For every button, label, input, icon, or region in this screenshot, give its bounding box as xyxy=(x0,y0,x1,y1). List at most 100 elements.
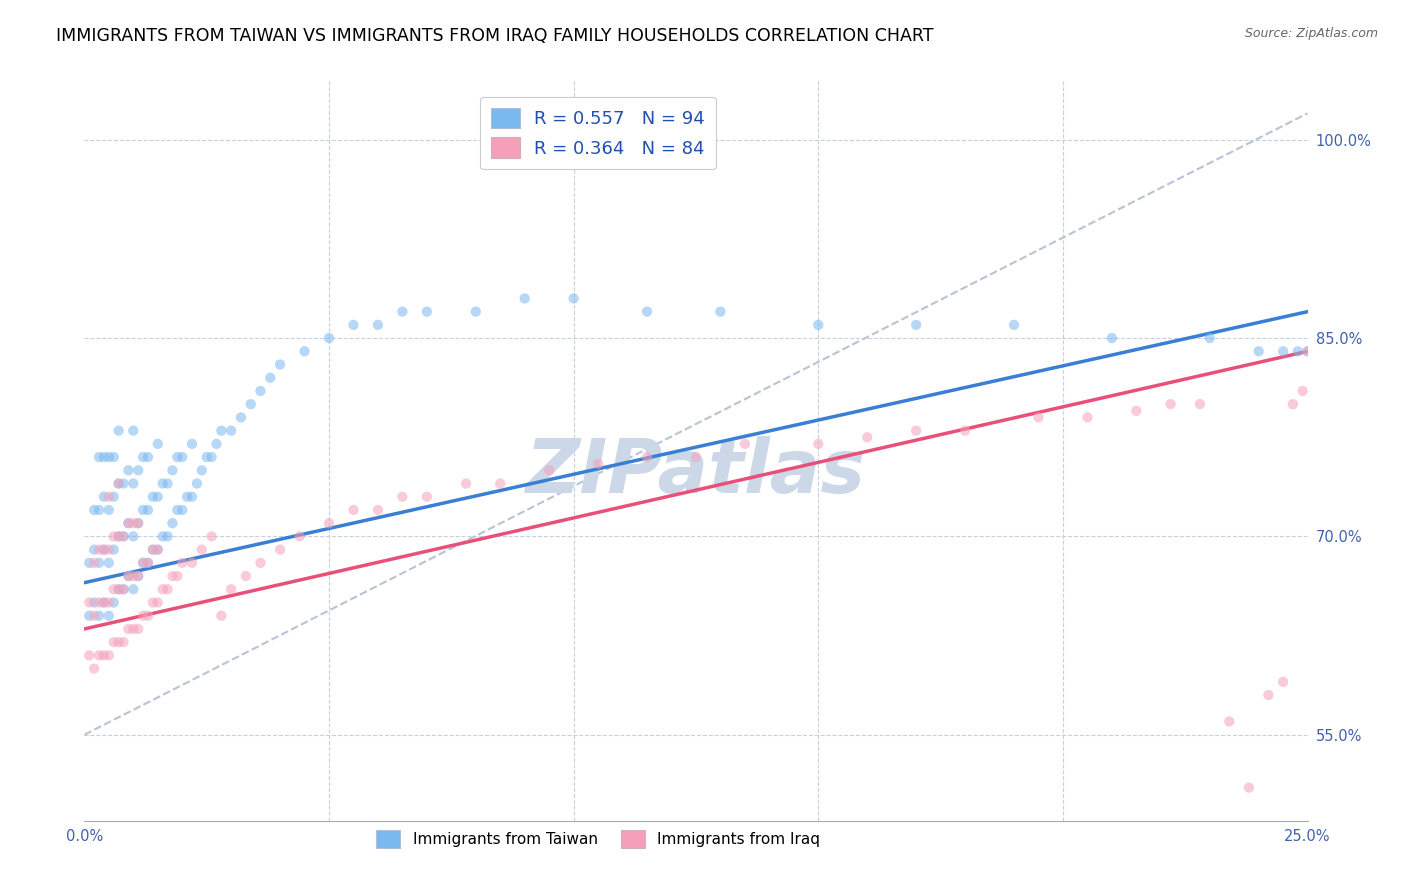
Point xyxy=(122,529,145,543)
Point xyxy=(122,582,145,597)
Point xyxy=(112,582,135,597)
Point xyxy=(538,463,561,477)
Point xyxy=(112,582,135,597)
Point xyxy=(103,450,125,464)
Point xyxy=(97,648,120,663)
Point xyxy=(122,516,145,531)
Point xyxy=(489,476,512,491)
Point xyxy=(97,608,120,623)
Point xyxy=(83,662,105,676)
Point xyxy=(269,542,291,557)
Point xyxy=(1292,384,1315,398)
Point xyxy=(93,490,115,504)
Point xyxy=(219,424,242,438)
Point xyxy=(97,595,120,609)
Point xyxy=(146,490,169,504)
Point xyxy=(87,595,110,609)
Point xyxy=(107,476,129,491)
Point xyxy=(103,542,125,557)
Legend: Immigrants from Taiwan, Immigrants from Iraq: Immigrants from Taiwan, Immigrants from … xyxy=(370,824,827,854)
Point xyxy=(391,490,413,504)
Point xyxy=(294,344,316,359)
Point xyxy=(367,318,389,332)
Point xyxy=(107,529,129,543)
Point xyxy=(93,648,115,663)
Point xyxy=(127,569,149,583)
Point xyxy=(87,542,110,557)
Point xyxy=(586,457,609,471)
Point xyxy=(146,595,169,609)
Point xyxy=(181,437,204,451)
Point xyxy=(685,450,707,464)
Point xyxy=(107,582,129,597)
Point xyxy=(416,304,439,318)
Point xyxy=(93,542,115,557)
Point xyxy=(83,608,105,623)
Point xyxy=(156,529,179,543)
Point xyxy=(342,318,364,332)
Point xyxy=(1101,331,1123,345)
Point xyxy=(122,424,145,438)
Point xyxy=(112,529,135,543)
Point xyxy=(209,424,232,438)
Point xyxy=(142,490,165,504)
Point xyxy=(117,516,139,531)
Point xyxy=(122,622,145,636)
Point xyxy=(219,582,242,597)
Point xyxy=(318,331,340,345)
Point xyxy=(186,476,208,491)
Text: ZIPatlas: ZIPatlas xyxy=(526,436,866,509)
Point xyxy=(172,503,194,517)
Point xyxy=(142,542,165,557)
Point xyxy=(162,463,184,477)
Point xyxy=(166,569,188,583)
Point xyxy=(87,450,110,464)
Point xyxy=(1286,344,1309,359)
Point xyxy=(807,318,830,332)
Point xyxy=(181,490,204,504)
Text: Source: ZipAtlas.com: Source: ZipAtlas.com xyxy=(1244,27,1378,40)
Point xyxy=(162,516,184,531)
Point xyxy=(200,529,222,543)
Point xyxy=(1218,714,1240,729)
Point xyxy=(191,542,214,557)
Point xyxy=(136,556,159,570)
Point xyxy=(107,529,129,543)
Point xyxy=(77,556,100,570)
Point xyxy=(93,595,115,609)
Point xyxy=(191,463,214,477)
Point xyxy=(391,304,413,318)
Point xyxy=(112,529,135,543)
Point xyxy=(464,304,486,318)
Point xyxy=(103,635,125,649)
Point xyxy=(513,292,536,306)
Point xyxy=(1002,318,1025,332)
Point xyxy=(162,569,184,583)
Point xyxy=(83,595,105,609)
Text: IMMIGRANTS FROM TAIWAN VS IMMIGRANTS FROM IRAQ FAMILY HOUSEHOLDS CORRELATION CHA: IMMIGRANTS FROM TAIWAN VS IMMIGRANTS FRO… xyxy=(56,27,934,45)
Point xyxy=(1272,344,1295,359)
Point xyxy=(127,622,149,636)
Point xyxy=(87,608,110,623)
Point xyxy=(136,556,159,570)
Point xyxy=(1076,410,1098,425)
Point xyxy=(205,437,228,451)
Point xyxy=(112,476,135,491)
Point xyxy=(87,556,110,570)
Point xyxy=(235,569,257,583)
Point xyxy=(288,529,311,543)
Point xyxy=(132,503,155,517)
Point xyxy=(103,582,125,597)
Point xyxy=(152,529,174,543)
Point xyxy=(269,358,291,372)
Point xyxy=(132,608,155,623)
Point xyxy=(195,450,218,464)
Point xyxy=(1125,404,1147,418)
Point xyxy=(172,556,194,570)
Point xyxy=(152,476,174,491)
Point xyxy=(156,476,179,491)
Point xyxy=(132,556,155,570)
Point xyxy=(416,490,439,504)
Point xyxy=(709,304,731,318)
Point xyxy=(97,450,120,464)
